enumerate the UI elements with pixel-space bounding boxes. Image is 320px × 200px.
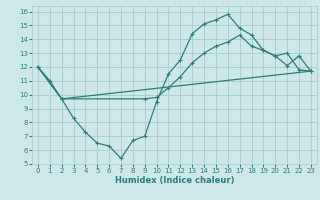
X-axis label: Humidex (Indice chaleur): Humidex (Indice chaleur) [115, 176, 234, 185]
